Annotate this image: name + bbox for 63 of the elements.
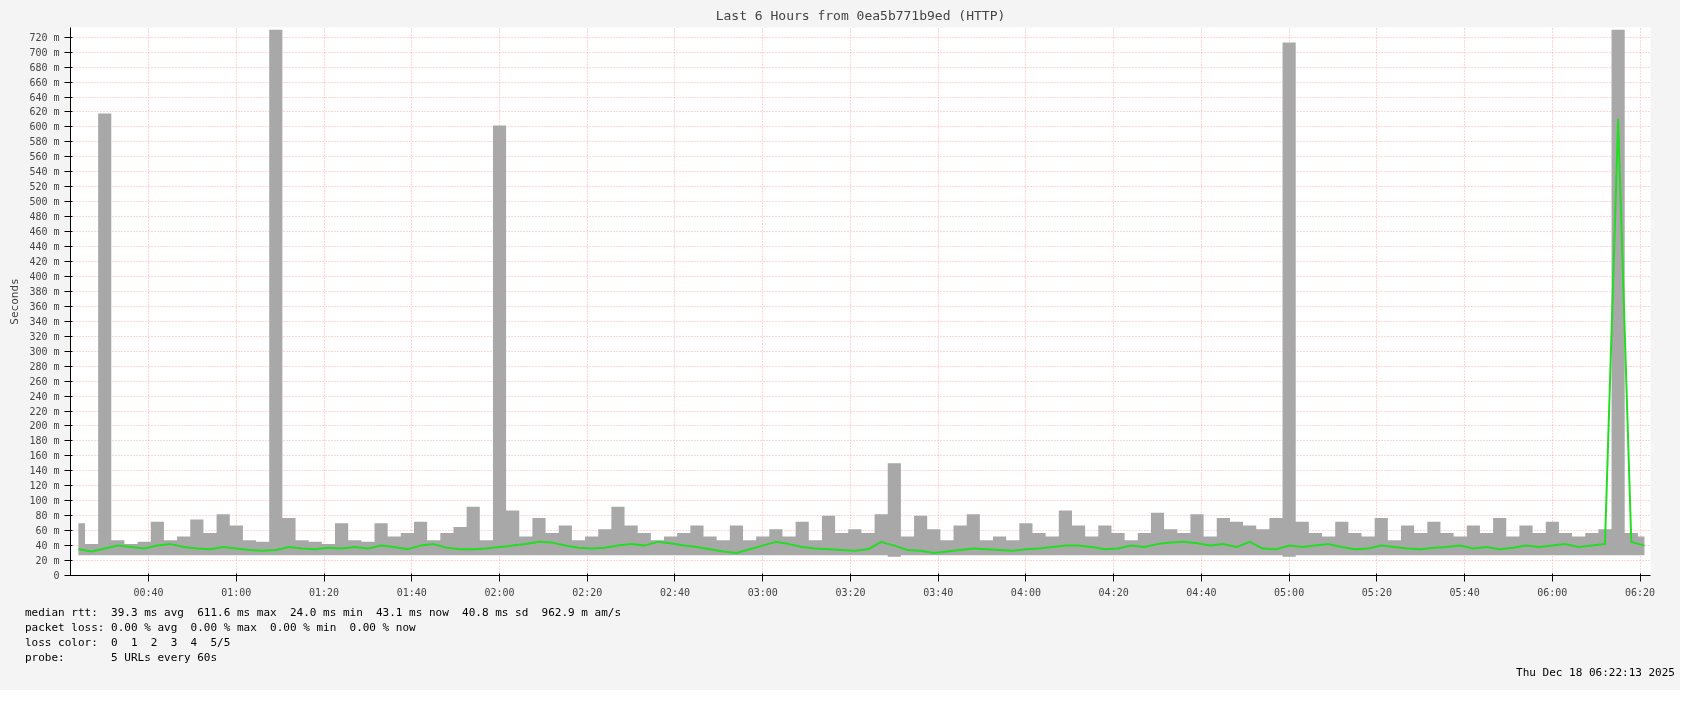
y-tick-label: 420 m	[29, 256, 60, 267]
y-tick-label: 500 m	[29, 196, 60, 208]
y-tick-label: 280 m	[29, 360, 60, 372]
x-tick-label: 02:40	[659, 586, 691, 598]
x-tick-label: 00:40	[133, 586, 164, 598]
y-tick-label: 200 m	[29, 420, 60, 432]
y-tick-label: 160 m	[29, 450, 60, 462]
y-tick-label: 140 m	[29, 465, 60, 477]
x-tick-label: 04:40	[1186, 586, 1217, 598]
x-tick-label: 04:00	[1010, 586, 1041, 598]
x-tick-label: 02:00	[484, 586, 515, 598]
y-tick-label: 260 m	[29, 375, 60, 387]
y-tick-label: 20 m	[35, 555, 60, 567]
x-tick-label: 05:40	[1449, 586, 1480, 598]
x-tick-label: 04:20	[1098, 586, 1129, 598]
y-tick-label: 620 m	[29, 106, 60, 118]
x-tick-label: 06:00	[1537, 586, 1568, 598]
text: packet loss: 0.00 % avg 0.00 % max 0.00 % min 0.00 % now	[25, 621, 416, 634]
y-tick-label: 700 m	[29, 46, 60, 58]
y-tick-label: 440 m	[29, 241, 60, 253]
y-tick-label: 100 m	[29, 495, 60, 507]
x-tick-label: 05:00	[1274, 586, 1305, 598]
text: median rtt: 39.3 ms avg 611.6 ms max 24.0 ms min 43.1 ms now 40.8 ms sd 962.9 m am/s	[25, 606, 622, 619]
x-tick-label: 01:00	[221, 586, 252, 598]
y-tick-label: 380 m	[29, 285, 60, 297]
y-tick-label: 640 m	[29, 91, 60, 103]
text: Thu Dec 18 06:22:13 2025	[1516, 665, 1675, 680]
y-tick-label: 220 m	[29, 405, 60, 417]
y-tick-label: 680 m	[29, 61, 60, 73]
x-tick-label: 03:00	[747, 586, 778, 598]
x-tick-label: 05:20	[1361, 586, 1392, 598]
x-tick-label: 02:20	[572, 586, 603, 598]
text: loss color: 0 1 2 3 4 5/5	[25, 636, 231, 649]
y-tick-label: 360 m	[29, 300, 60, 312]
y-tick-label: 720 m	[29, 31, 60, 43]
x-tick-label: 03:40	[923, 586, 954, 598]
y-tick-label: 240 m	[29, 390, 60, 402]
y-tick-label: 120 m	[29, 480, 60, 492]
line-series	[77, 118, 1646, 555]
y-tick-label: 460 m	[29, 226, 60, 238]
text: probe: 5 URLs every 60s	[25, 651, 218, 664]
y-axis-title: Seconds	[8, 278, 22, 325]
y-tick-label: 300 m	[29, 345, 60, 357]
y-tick-label: 660 m	[29, 76, 60, 88]
y-tick-label: 400 m	[29, 270, 60, 282]
y-tick-label: 520 m	[29, 181, 60, 193]
x-tick-label: 01:40	[396, 586, 427, 598]
y-tick-label: 40 m	[35, 540, 60, 552]
x-tick-label: 01:20	[308, 586, 340, 598]
y-tick-label: 560 m	[29, 151, 60, 163]
y-tick-label: 80 m	[35, 510, 60, 522]
y-tick-label: 60 m	[35, 525, 60, 537]
y-tick-label: 0	[53, 570, 60, 581]
y-tick-label: 580 m	[29, 136, 60, 148]
y-tick-label: 180 m	[29, 435, 60, 447]
y-tick-label: 540 m	[29, 166, 60, 178]
chart-title: Last 6 Hours from 0ea5b771b9ed (HTTP)	[715, 7, 1006, 23]
x-tick-label: 03:20	[835, 586, 866, 598]
y-tick-label: 320 m	[29, 330, 60, 342]
y-tick-label: 600 m	[29, 121, 60, 133]
x-tick-label: 06:20	[1625, 586, 1656, 598]
y-tick-label: 340 m	[29, 315, 60, 327]
y-tick-label: 480 m	[29, 211, 60, 223]
